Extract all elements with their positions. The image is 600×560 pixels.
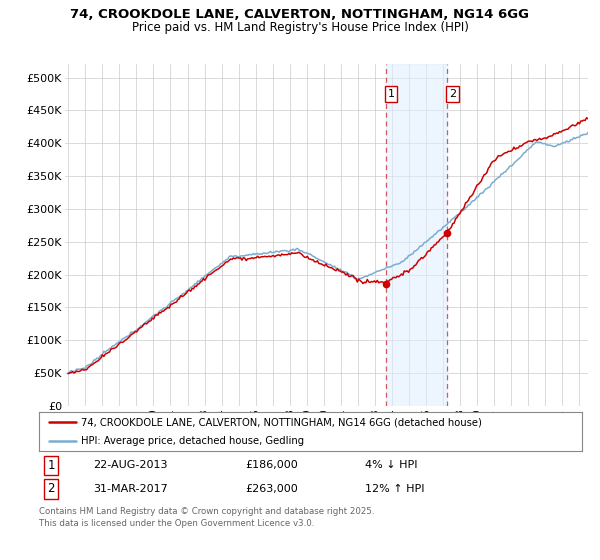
Text: 31-MAR-2017: 31-MAR-2017 <box>94 484 168 494</box>
Bar <box>386 64 447 406</box>
Text: £186,000: £186,000 <box>245 460 298 470</box>
Text: Contains HM Land Registry data © Crown copyright and database right 2025.
This d: Contains HM Land Registry data © Crown c… <box>39 507 374 528</box>
Text: 12% ↑ HPI: 12% ↑ HPI <box>365 484 424 494</box>
Text: 1: 1 <box>388 89 395 99</box>
Text: 74, CROOKDOLE LANE, CALVERTON, NOTTINGHAM, NG14 6GG: 74, CROOKDOLE LANE, CALVERTON, NOTTINGHA… <box>71 8 530 21</box>
Text: 1: 1 <box>47 459 55 472</box>
Text: HPI: Average price, detached house, Gedling: HPI: Average price, detached house, Gedl… <box>82 436 304 446</box>
Text: 2: 2 <box>47 482 55 496</box>
Text: 22-AUG-2013: 22-AUG-2013 <box>94 460 168 470</box>
Text: £263,000: £263,000 <box>245 484 298 494</box>
Text: 4% ↓ HPI: 4% ↓ HPI <box>365 460 418 470</box>
Text: 2: 2 <box>449 89 456 99</box>
Text: 74, CROOKDOLE LANE, CALVERTON, NOTTINGHAM, NG14 6GG (detached house): 74, CROOKDOLE LANE, CALVERTON, NOTTINGHA… <box>82 417 482 427</box>
Text: Price paid vs. HM Land Registry's House Price Index (HPI): Price paid vs. HM Land Registry's House … <box>131 21 469 34</box>
